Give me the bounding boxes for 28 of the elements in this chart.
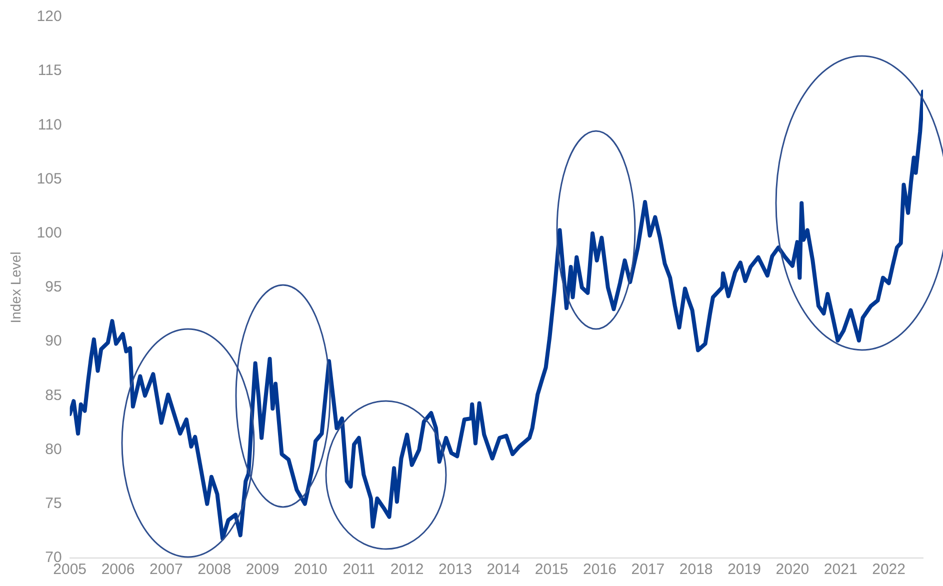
y-axis-title: Index Level xyxy=(7,252,24,324)
x-tick-label: 2013 xyxy=(438,561,472,578)
x-tick-label: 2018 xyxy=(679,561,713,578)
y-tick-label: 85 xyxy=(45,386,62,404)
x-tick-label: 2021 xyxy=(824,561,858,578)
x-tick-label: 2022 xyxy=(872,561,906,578)
y-tick-label: 100 xyxy=(36,224,62,242)
x-tick-label: 2010 xyxy=(294,561,328,578)
y-tick-label: 75 xyxy=(45,495,62,512)
y-tick-label: 115 xyxy=(38,62,62,80)
x-tick-label: 2020 xyxy=(776,561,810,578)
x-tick-label: 2006 xyxy=(101,561,135,578)
x-tick-label: 2012 xyxy=(390,561,424,578)
x-tick-label: 2016 xyxy=(583,561,616,578)
y-tick-label: 95 xyxy=(45,278,62,296)
y-tick-label: 80 xyxy=(45,440,62,458)
y-tick-label: 90 xyxy=(45,332,62,350)
x-tick-label: 2017 xyxy=(631,561,665,578)
y-tick-label: 110 xyxy=(38,116,62,134)
x-tick-label: 2011 xyxy=(342,561,376,578)
x-tick-label: 2009 xyxy=(246,561,280,578)
x-tick-label: 2008 xyxy=(198,561,232,578)
y-tick-label: 105 xyxy=(36,170,62,188)
x-tick-label: 2015 xyxy=(534,561,568,578)
x-tick-label: 2007 xyxy=(149,561,183,578)
y-tick-label: 120 xyxy=(36,8,62,26)
x-tick-label: 2019 xyxy=(728,561,761,578)
x-tick-label: 2014 xyxy=(486,561,520,578)
